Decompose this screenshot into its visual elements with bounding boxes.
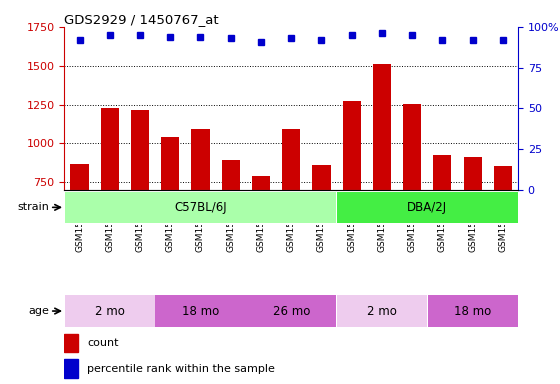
Bar: [433, 155, 451, 299]
Bar: [373, 64, 391, 299]
Text: percentile rank within the sample: percentile rank within the sample: [87, 364, 275, 374]
Bar: [403, 104, 421, 299]
Bar: [428, 296, 517, 326]
Text: age: age: [29, 306, 49, 316]
Bar: [343, 101, 361, 299]
Bar: [252, 176, 270, 299]
Text: DBA/2J: DBA/2J: [407, 201, 447, 214]
Text: C57BL/6J: C57BL/6J: [174, 201, 227, 214]
Bar: [494, 166, 512, 299]
Text: strain: strain: [17, 202, 49, 212]
Bar: [192, 129, 209, 299]
Bar: [246, 296, 336, 326]
Bar: [222, 160, 240, 299]
Bar: [131, 110, 149, 299]
Bar: [101, 108, 119, 299]
Bar: [464, 157, 482, 299]
Bar: [156, 296, 245, 326]
Text: 26 mo: 26 mo: [273, 305, 310, 318]
Bar: [161, 137, 179, 299]
Text: GDS2929 / 1450767_at: GDS2929 / 1450767_at: [64, 13, 219, 26]
Text: 18 mo: 18 mo: [182, 305, 219, 318]
Text: count: count: [87, 338, 119, 348]
Bar: [282, 129, 300, 299]
Bar: [337, 296, 427, 326]
Bar: [337, 192, 517, 223]
Bar: [64, 333, 78, 352]
Text: 2 mo: 2 mo: [367, 305, 397, 318]
Text: 2 mo: 2 mo: [95, 305, 125, 318]
Text: 18 mo: 18 mo: [454, 305, 491, 318]
Bar: [64, 359, 78, 377]
Bar: [71, 164, 88, 299]
Bar: [65, 296, 155, 326]
Bar: [65, 192, 336, 223]
Bar: [312, 165, 330, 299]
